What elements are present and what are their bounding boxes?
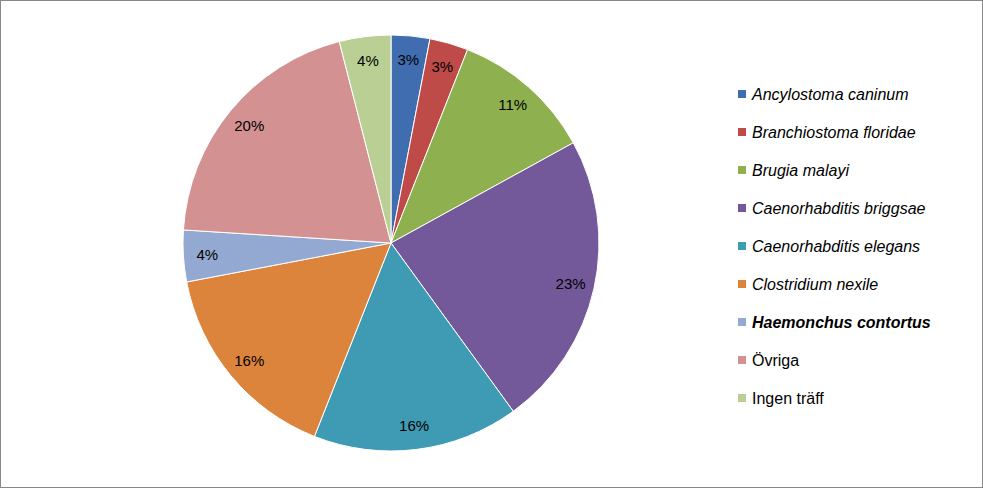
svg-text:4%: 4%	[357, 52, 379, 69]
svg-text:11%: 11%	[498, 96, 527, 113]
svg-text:Haemonchus contortus: Haemonchus contortus	[752, 314, 931, 331]
svg-text:Caenorhabditis briggsae: Caenorhabditis briggsae	[752, 200, 926, 217]
svg-text:20%: 20%	[234, 117, 264, 134]
svg-text:Brugia malayi: Brugia malayi	[752, 162, 849, 179]
svg-text:Branchiostoma floridae: Branchiostoma floridae	[752, 124, 916, 141]
svg-text:4%: 4%	[197, 246, 219, 263]
svg-text:16%: 16%	[399, 417, 429, 434]
svg-text:23%: 23%	[556, 275, 586, 292]
svg-text:16%: 16%	[234, 352, 264, 369]
svg-text:Caenorhabditis elegans: Caenorhabditis elegans	[752, 238, 920, 255]
svg-text:3%: 3%	[397, 51, 419, 68]
svg-text:Ancylostoma caninum: Ancylostoma caninum	[751, 86, 909, 103]
svg-text:Ingen träff: Ingen träff	[752, 390, 824, 407]
svg-text:Övriga: Övriga	[752, 352, 799, 369]
svg-text:3%: 3%	[431, 58, 453, 75]
svg-text:Clostridium nexile: Clostridium nexile	[752, 276, 878, 293]
